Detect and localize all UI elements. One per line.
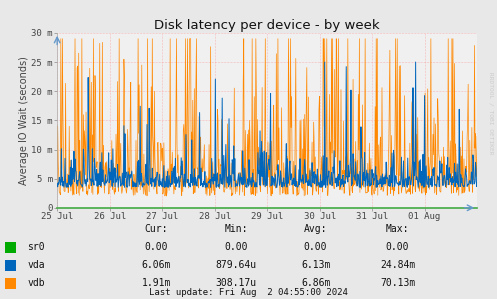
Text: 6.06m: 6.06m	[142, 260, 171, 270]
Text: 24.84m: 24.84m	[380, 260, 415, 270]
Text: Min:: Min:	[224, 224, 248, 234]
Text: Avg:: Avg:	[304, 224, 328, 234]
Text: 0.00: 0.00	[386, 242, 410, 252]
Text: vdb: vdb	[27, 277, 45, 288]
Text: 70.13m: 70.13m	[380, 277, 415, 288]
Text: Last update: Fri Aug  2 04:55:00 2024: Last update: Fri Aug 2 04:55:00 2024	[149, 288, 348, 297]
Text: 879.64u: 879.64u	[216, 260, 256, 270]
Text: 1.91m: 1.91m	[142, 277, 171, 288]
Text: RRDTOOL / TOBI OETIKER: RRDTOOL / TOBI OETIKER	[489, 72, 494, 155]
Text: 0.00: 0.00	[224, 242, 248, 252]
Text: Max:: Max:	[386, 224, 410, 234]
Text: vda: vda	[27, 260, 45, 270]
Text: 308.17u: 308.17u	[216, 277, 256, 288]
Y-axis label: Average IO Wait (seconds): Average IO Wait (seconds)	[19, 56, 29, 185]
Text: 0.00: 0.00	[304, 242, 328, 252]
Text: 6.86m: 6.86m	[301, 277, 331, 288]
Text: 0.00: 0.00	[145, 242, 168, 252]
Text: 6.13m: 6.13m	[301, 260, 331, 270]
Text: sr0: sr0	[27, 242, 45, 252]
Title: Disk latency per device - by week: Disk latency per device - by week	[155, 19, 380, 32]
Text: Cur:: Cur:	[145, 224, 168, 234]
